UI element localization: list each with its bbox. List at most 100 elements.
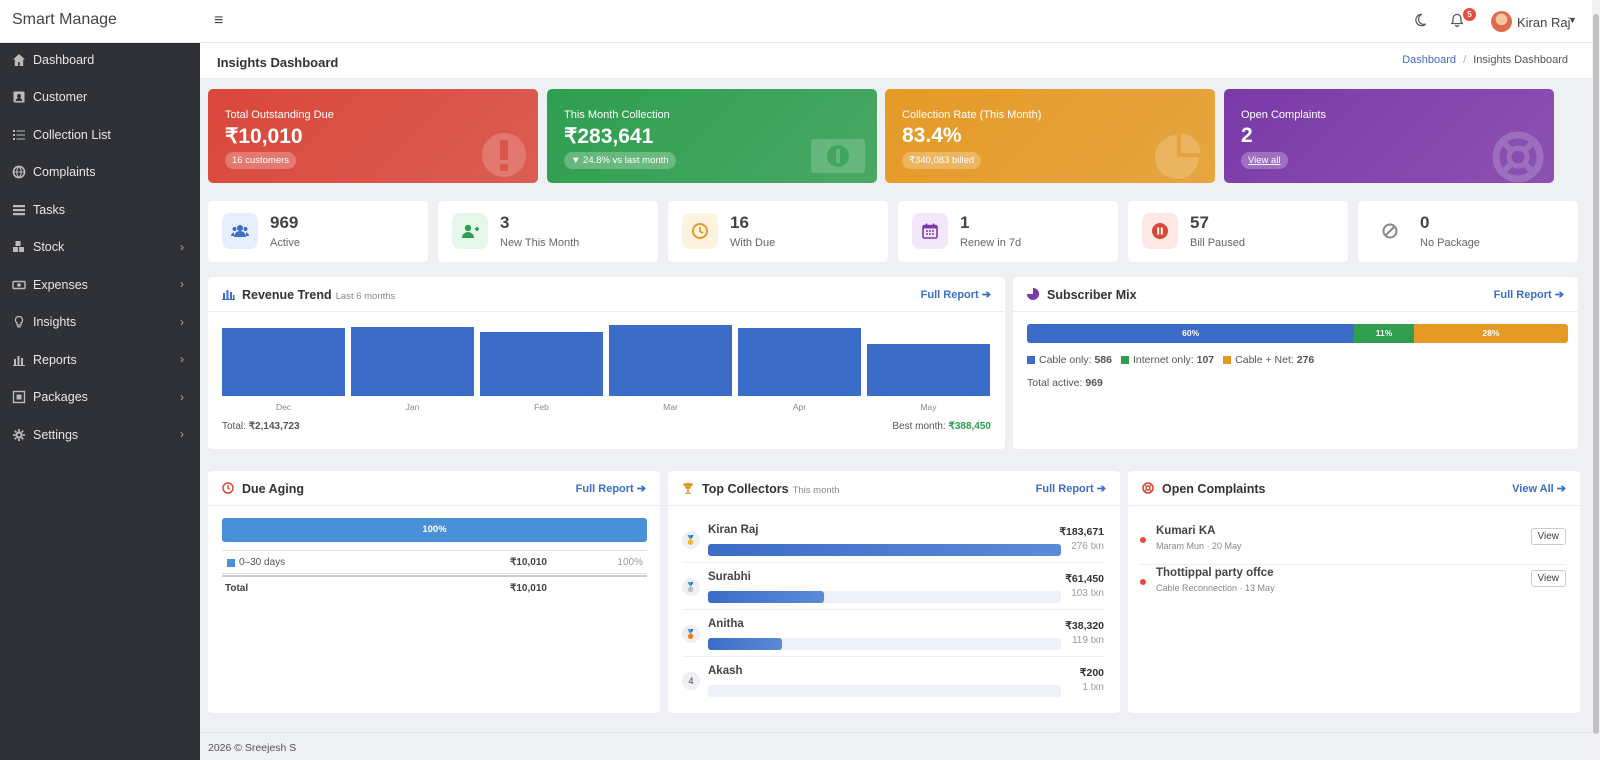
stat-value: 969 xyxy=(270,213,299,232)
sidebar-item-label: Settings xyxy=(33,427,79,442)
stat-card-renew-in-7d[interactable]: 1 Renew in 7d xyxy=(898,201,1118,262)
collector-name: Anitha xyxy=(708,618,744,630)
arrow-right-icon: ➔ xyxy=(636,483,646,495)
clock-icon xyxy=(222,482,234,494)
collector-progress-fill xyxy=(708,638,783,650)
stat-card-new-this-month[interactable]: 3 New This Month xyxy=(438,201,658,262)
revenue-bar[interactable] xyxy=(867,344,990,396)
sidebar-item-label: Complaints xyxy=(33,165,96,180)
view-complaint-button[interactable]: View xyxy=(1530,570,1566,587)
revenue-bar[interactable] xyxy=(609,325,732,396)
view-all-complaints-link[interactable]: View all xyxy=(1241,152,1288,169)
link-label: View All xyxy=(1512,483,1554,495)
collector-row[interactable]: 🥉 Anitha ₹38,320 119 txn xyxy=(682,611,1104,657)
collector-progress-bar xyxy=(708,638,1061,650)
kpi-card-collection-rate-this-month: Collection Rate (This Month) 83.4% ₹340,08… xyxy=(885,89,1215,183)
app-brand[interactable]: Smart Manage xyxy=(12,11,117,28)
kpi-value: 83.4% xyxy=(902,124,962,147)
page-header: Insights Dashboard Dashboard / Insights … xyxy=(200,43,1592,79)
sidebar-item-insights[interactable]: Insights › xyxy=(0,304,200,342)
revenue-x-tick: Apr xyxy=(792,402,807,412)
due-aging-card: Due Aging Full Report ➔ 100% 0–30 days ₹1… xyxy=(208,471,660,713)
dark-mode-icon[interactable] xyxy=(1413,13,1427,27)
lightbulb-icon xyxy=(12,315,26,329)
user-menu-name[interactable]: Kiran Raj xyxy=(1517,15,1571,30)
stat-card-no-package[interactable]: 0 No Package xyxy=(1358,201,1578,262)
complaint-detail: Cable Reconnection · 13 May xyxy=(1156,583,1275,593)
collector-txn-count: 103 txn xyxy=(1071,588,1104,599)
bar-chart-icon xyxy=(222,290,235,300)
bell-icon[interactable] xyxy=(1450,13,1464,28)
sidebar-item-collection-list[interactable]: Collection List xyxy=(0,116,200,154)
collector-row[interactable]: 🥇 Kiran Raj ₹183,671 276 txn xyxy=(682,517,1104,563)
link-label: Full Report xyxy=(575,483,634,495)
stat-card-with-due[interactable]: 16 With Due xyxy=(668,201,888,262)
legend-swatch xyxy=(1223,356,1232,365)
sidebar-item-dashboard[interactable]: Dashboard xyxy=(0,41,200,79)
card-title: Revenue Trend Last 6 months xyxy=(242,288,395,302)
revenue-full-report-link[interactable]: Full Report ➔ xyxy=(921,288,991,301)
avatar[interactable] xyxy=(1491,11,1512,32)
link-label: Full Report xyxy=(920,289,979,301)
collector-progress-bar xyxy=(708,544,1061,556)
stat-card-bill-paused[interactable]: 57 Bill Paused xyxy=(1128,201,1348,262)
sidebar-item-expenses[interactable]: Expenses › xyxy=(0,266,200,304)
due-aging-bar-fill: 100% xyxy=(222,518,647,542)
collector-txn-count: 119 txn xyxy=(1071,635,1104,646)
page-title: Insights Dashboard xyxy=(217,55,339,70)
menu-toggle-icon[interactable]: ≡ xyxy=(214,12,224,29)
kpi-value: 2 xyxy=(1241,124,1253,147)
arrow-right-icon: ➔ xyxy=(1096,483,1106,495)
aging-amount: ₹10,010 xyxy=(510,557,547,568)
sidebar-item-customer[interactable]: Customer xyxy=(0,79,200,117)
top-collectors-title: Top Collectors xyxy=(702,482,789,496)
card-title: Due Aging xyxy=(242,482,305,496)
legend-swatch xyxy=(1027,356,1035,365)
sidebar-item-label: Insights xyxy=(33,315,77,330)
trophy-icon xyxy=(683,483,693,494)
revenue-subtitle: Last 6 months xyxy=(335,291,396,302)
kpi-pill: ₹340,083 billed xyxy=(902,152,982,169)
arrow-right-icon: ➔ xyxy=(1556,483,1566,495)
scrollbar-thumb[interactable] xyxy=(1593,14,1599,734)
aging-total-value: ₹10,010 xyxy=(510,583,547,594)
revenue-bar[interactable] xyxy=(351,327,474,396)
user-plus-icon xyxy=(452,213,488,249)
stat-card-active[interactable]: 969 Active xyxy=(208,201,428,262)
revenue-bar[interactable] xyxy=(480,332,603,396)
sidebar-item-settings[interactable]: Settings › xyxy=(0,416,200,454)
arrow-right-icon: ➔ xyxy=(1554,289,1564,301)
top-collectors-full-report-link[interactable]: Full Report ➔ xyxy=(1036,482,1106,495)
legend-count: 276 xyxy=(1296,354,1315,366)
revenue-bar[interactable] xyxy=(738,328,861,396)
revenue-x-tick: Jan xyxy=(405,402,420,412)
collector-progress-bar xyxy=(708,591,1061,603)
sidebar-item-complaints[interactable]: Complaints xyxy=(0,154,200,192)
revenue-bar[interactable] xyxy=(222,328,345,396)
kpi-card-total-outstanding-due: Total Outstanding Due ₹10,010 16 customers xyxy=(208,89,538,183)
collector-row[interactable]: 🥈 Surabhi ₹61,450 103 txn xyxy=(682,564,1104,610)
stat-value: 0 xyxy=(1420,213,1430,232)
sidebar-item-stock[interactable]: Stock › xyxy=(0,229,200,267)
sidebar-item-reports[interactable]: Reports › xyxy=(0,341,200,379)
revenue-x-tick: Dec xyxy=(275,402,292,412)
sidebar-item-tasks[interactable]: Tasks xyxy=(0,191,200,229)
stat-value: 1 xyxy=(960,213,970,232)
complaint-customer: Kumari KA xyxy=(1156,525,1216,537)
due-aging-full-report-link[interactable]: Full Report ➔ xyxy=(576,482,646,495)
revenue-best-month: Best month: ₹388,450 xyxy=(892,421,991,432)
page-scrollbar[interactable] xyxy=(1592,0,1600,760)
sidebar-item-packages[interactable]: Packages › xyxy=(0,379,200,417)
subscriber-mix-full-report-link[interactable]: Full Report ➔ xyxy=(1494,288,1564,301)
caret-down-icon[interactable]: ▼ xyxy=(1568,15,1577,25)
subscriber-mix-legend: Cable only: 586 Internet only: 107 Cable +… xyxy=(1027,354,1323,366)
stat-label: Renew in 7d xyxy=(960,237,1022,249)
open-complaints-view-all-link[interactable]: View All ➔ xyxy=(1512,482,1566,495)
collector-row[interactable]: 4 Akash ₹200 1 txn xyxy=(682,658,1104,704)
sidebar-item-label: Stock xyxy=(33,240,65,255)
subscriber-mix-segment: 11% xyxy=(1354,324,1414,343)
card-title: Open Complaints xyxy=(1162,482,1266,496)
stat-label: New This Month xyxy=(500,237,580,249)
view-complaint-button[interactable]: View xyxy=(1530,528,1566,545)
breadcrumb-dashboard-link[interactable]: Dashboard xyxy=(1402,54,1457,66)
